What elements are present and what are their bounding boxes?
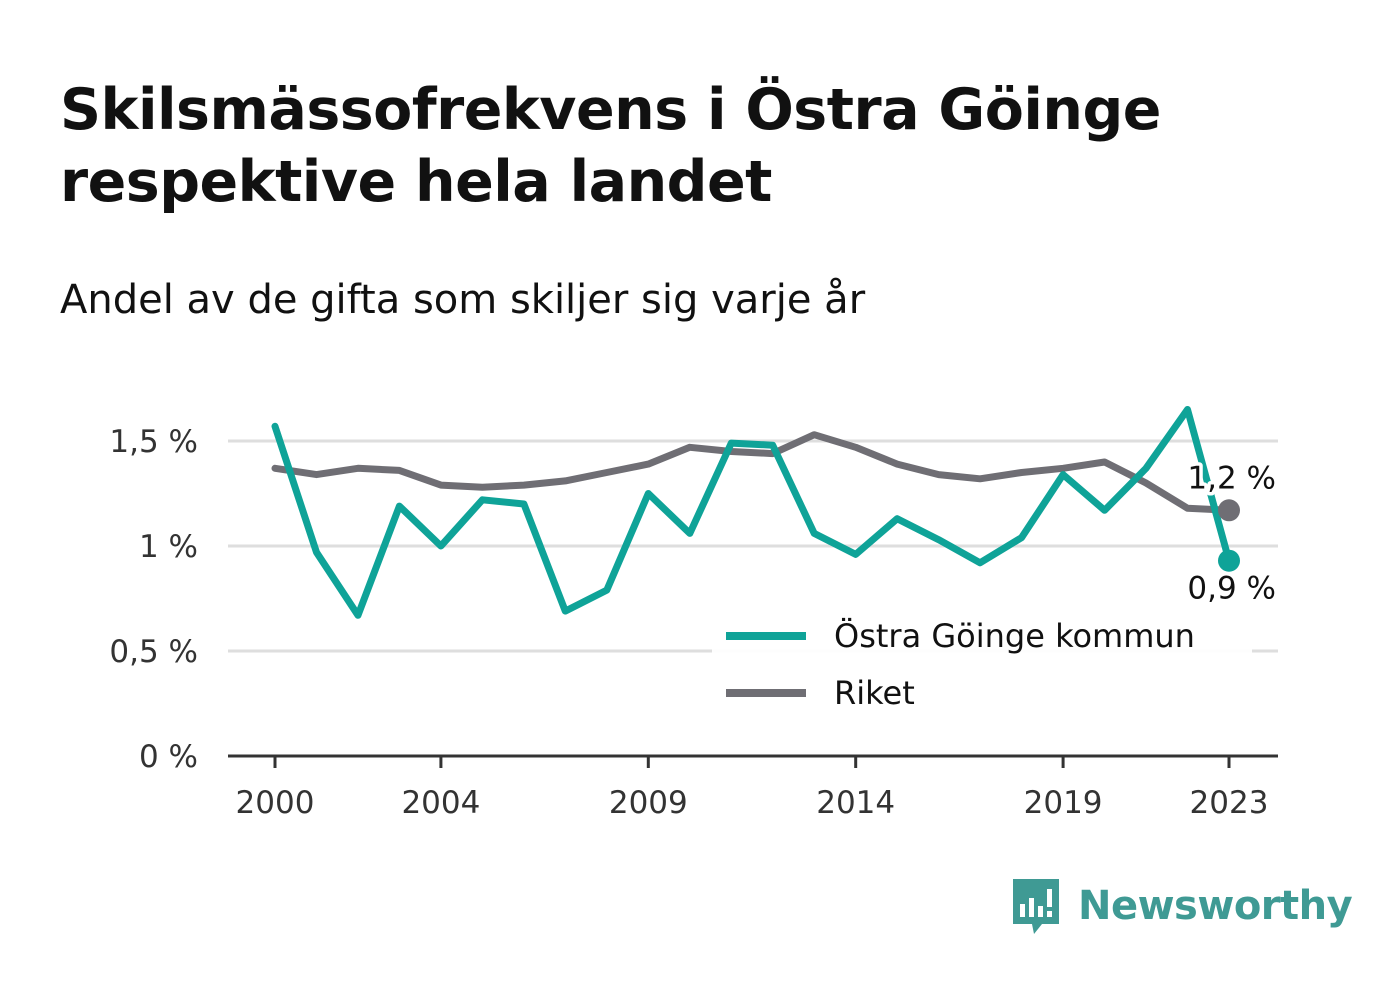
legend-label: Riket [834, 674, 915, 712]
x-tick-label: 2019 [1024, 785, 1103, 821]
x-tick-label: 2014 [816, 785, 895, 821]
x-tick-label: 2000 [236, 785, 315, 821]
legend-label: Östra Göinge kommun [834, 617, 1195, 655]
brand-logo: Newsworthy [1010, 876, 1353, 936]
end-label-riket: 1,2 % [1187, 460, 1276, 496]
series-lines [271, 406, 1233, 619]
chart-title: Skilsmässofrekvens i Östra Göinge respek… [60, 77, 1161, 215]
chart-subtitle: Andel av de gifta som skiljer sig varje … [60, 277, 866, 323]
y-tick-label: 0 % [139, 739, 198, 775]
legend: Östra Göinge kommun Riket [712, 604, 1252, 720]
end-label-ostra-goinge: 0,9 % [1187, 571, 1276, 607]
x-tick-label: 2004 [401, 785, 480, 821]
x-tick-label: 2023 [1190, 785, 1269, 821]
end-point-riket [1218, 499, 1240, 522]
axes: 0 % 0,5 % 1 % 1,5 % 2000 2004 2009 2014 2019 2023 [109, 424, 1278, 821]
x-tick-label: 2009 [609, 785, 688, 821]
y-tick-label: 1,5 % [109, 424, 198, 460]
end-labels: 0,9 % 1,2 % [1184, 457, 1280, 610]
series-line-riket [271, 431, 1233, 514]
series-line-ostra-goinge [271, 406, 1233, 619]
brand-name: Newsworthy [1078, 883, 1353, 929]
end-point-ostra-goinge [1218, 549, 1240, 572]
newsworthy-logo-icon [1013, 879, 1059, 934]
legend-background [712, 604, 1252, 720]
y-tick-label: 0,5 % [109, 634, 198, 670]
y-tick-label: 1 % [139, 529, 198, 565]
